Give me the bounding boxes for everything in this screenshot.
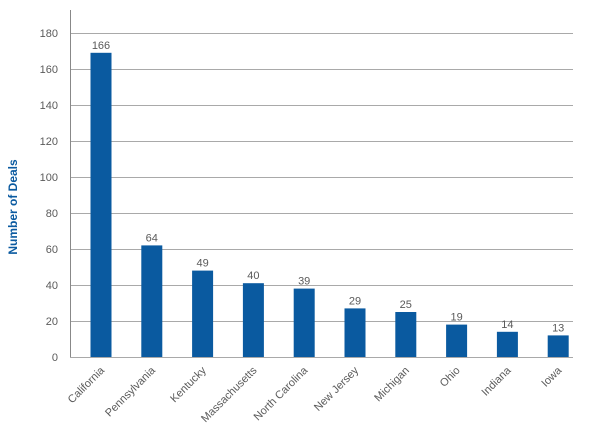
y-tick-label: 20 (46, 316, 58, 328)
bar-california (90, 52, 112, 358)
data-label: 25 (400, 299, 412, 311)
y-axis-ticks: 0 20 40 60 80 100 120 140 160 180 (40, 28, 58, 364)
bar-indiana (496, 331, 518, 357)
y-tick-label: 100 (40, 172, 58, 184)
x-tick-label: New Jersey (312, 364, 361, 413)
data-label: 166 (92, 40, 110, 52)
x-tick-label: Iowa (539, 364, 565, 390)
bar-iowa (547, 335, 569, 357)
x-tick-label: North Carolina (252, 364, 311, 423)
data-label: 13 (552, 322, 564, 334)
bar-new-jersey (344, 308, 366, 357)
bar-pennsylvania (141, 245, 163, 357)
data-label: 29 (349, 295, 361, 307)
x-tick-label: California (66, 364, 108, 406)
bar-massachusetts (242, 283, 264, 357)
y-tick-label: 0 (52, 352, 58, 364)
data-label: 19 (450, 312, 462, 324)
data-labels: 166 64 49 40 39 29 25 19 14 13 (92, 40, 565, 335)
y-tick-label: 120 (40, 136, 58, 148)
bar-michigan (395, 312, 417, 357)
bar-ohio (446, 324, 468, 357)
bars (90, 52, 569, 358)
y-tick-label: 160 (40, 64, 58, 76)
y-tick-label: 40 (46, 280, 58, 292)
data-label: 14 (501, 319, 513, 331)
y-axis-title: Number of Deals (6, 159, 20, 255)
y-tick-label: 180 (40, 28, 58, 40)
x-tick-label: Michigan (372, 365, 412, 405)
x-tick-label: Pennsylvania (103, 364, 158, 419)
data-label: 64 (146, 232, 158, 244)
bar-north-carolina (293, 288, 315, 357)
y-tick-label: 80 (46, 208, 58, 220)
x-tick-label: Indiana (480, 364, 515, 399)
data-label: 40 (247, 270, 259, 282)
bar-kentucky (192, 270, 214, 357)
y-tick-label: 140 (40, 100, 58, 112)
x-tick-label: Kentucky (168, 364, 209, 405)
y-tick-label: 60 (46, 244, 58, 256)
data-label: 49 (196, 258, 208, 270)
x-tick-label: Ohio (438, 365, 463, 390)
data-label: 39 (298, 276, 310, 288)
